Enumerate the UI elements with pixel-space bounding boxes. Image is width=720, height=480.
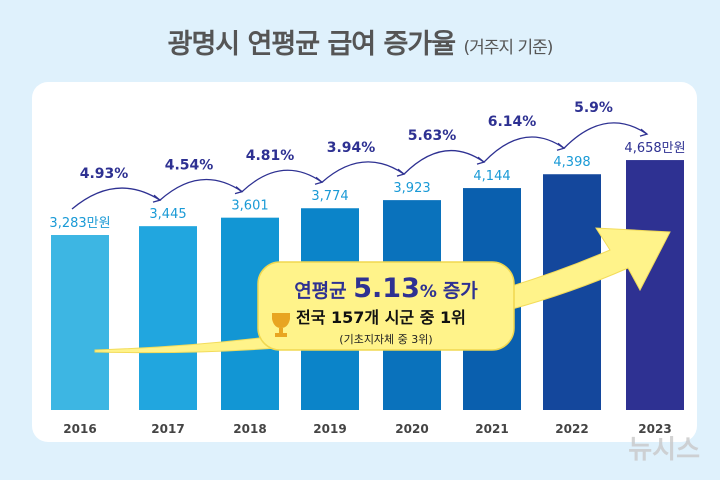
title-sub: (거주지 기준) — [463, 38, 553, 58]
page-title: 광명시 연평균 급여 증가율 (거주지 기준) — [0, 22, 720, 61]
value-label: 3,774 — [311, 189, 348, 204]
value-label: 4,144 — [473, 169, 510, 184]
growth-arrow — [483, 136, 565, 163]
bar-2023 — [626, 160, 684, 410]
callout-line1: 연평균 5.13% 증가 — [294, 273, 478, 304]
x-tick-label: 2020 — [395, 422, 428, 436]
value-label: 4,658만원 — [624, 141, 685, 156]
value-label: 4,398 — [553, 155, 590, 170]
title-main: 광명시 연평균 급여 증가율 — [167, 29, 456, 60]
x-tick-label: 2019 — [313, 422, 346, 436]
arrowhead-icon — [639, 128, 649, 137]
growth-arrow — [403, 149, 485, 175]
growth-label: 5.9% — [574, 100, 613, 116]
growth-label: 5.63% — [408, 128, 457, 144]
growth-arrow — [159, 178, 243, 201]
growth-label: 4.81% — [246, 148, 295, 164]
growth-arrow — [241, 169, 323, 193]
callout-box — [257, 261, 515, 351]
growth-arrow — [563, 122, 648, 149]
growth-arrow — [71, 187, 161, 210]
bar-2017 — [139, 226, 197, 410]
x-tick-label: 2018 — [233, 422, 266, 436]
growth-label: 4.54% — [165, 158, 214, 174]
growth-label: 4.93% — [80, 166, 129, 182]
value-label: 3,283만원 — [49, 216, 110, 231]
x-tick-label: 2023 — [638, 422, 671, 436]
x-tick-label: 2016 — [63, 422, 96, 436]
x-tick-label: 2022 — [555, 422, 588, 436]
growth-label: 3.94% — [327, 140, 376, 156]
watermark: 뉴시스 — [628, 435, 700, 465]
x-tick-label: 2021 — [475, 422, 508, 436]
callout-line3: (기초지자체 중 3위) — [339, 333, 432, 346]
bar-2016 — [51, 235, 109, 410]
value-label: 3,923 — [393, 181, 430, 196]
trophy-icon — [272, 313, 290, 337]
x-tick-label: 2017 — [151, 422, 184, 436]
callout-line2: 전국 157개 시군 중 1위 — [296, 308, 466, 327]
value-label: 3,445 — [149, 207, 186, 222]
growth-label: 6.14% — [488, 114, 537, 130]
growth-arrow — [321, 161, 405, 183]
value-label: 3,601 — [231, 199, 268, 214]
